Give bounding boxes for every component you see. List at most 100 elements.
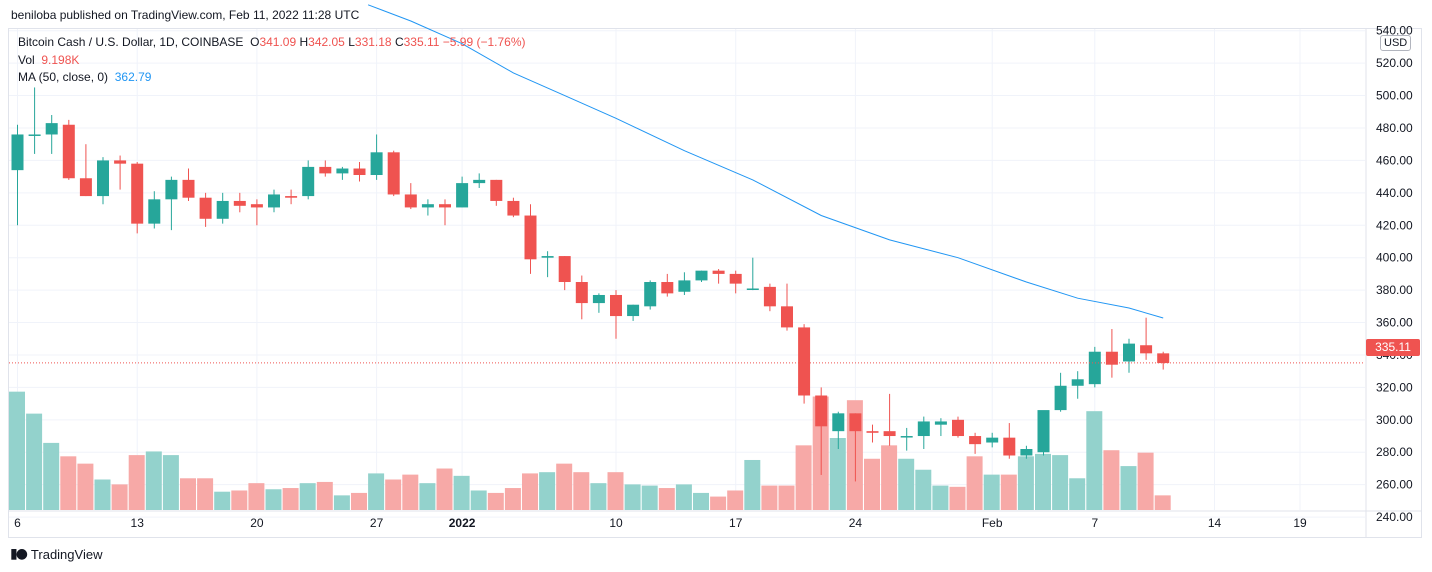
volume-bar — [94, 479, 111, 510]
candle-body — [746, 288, 759, 290]
candle-body — [1123, 343, 1135, 362]
candle — [849, 413, 862, 482]
candle — [746, 257, 759, 291]
candle-body — [62, 124, 75, 179]
candle-body — [644, 282, 657, 307]
candle — [1123, 338, 1135, 373]
candle — [1105, 329, 1118, 378]
volume-bar — [180, 478, 196, 510]
candle-body — [285, 196, 298, 198]
volume-bar — [829, 438, 846, 510]
volume-bar — [949, 486, 966, 510]
volume-bar — [727, 490, 744, 510]
volume-bar — [231, 490, 248, 510]
candle-body — [490, 179, 503, 201]
chart-frame[interactable] — [8, 28, 1422, 538]
volume-bar — [675, 484, 692, 510]
candle-body — [1157, 353, 1170, 364]
candle-body — [798, 327, 811, 396]
volume-bar — [932, 485, 949, 510]
change-value: −5.99 (−1.76%) — [442, 35, 526, 49]
candle-body — [917, 421, 930, 437]
candle-body — [421, 204, 434, 208]
volume-bar — [265, 489, 282, 510]
candle — [439, 199, 451, 226]
candle — [729, 270, 742, 294]
candle-body — [815, 395, 828, 427]
candle — [1054, 372, 1067, 412]
time-tick-label: 20 — [250, 516, 264, 530]
candle — [558, 256, 571, 291]
volume-bar — [111, 484, 128, 510]
candle — [883, 393, 896, 446]
candle — [182, 168, 195, 201]
candle-body — [678, 280, 691, 292]
ohlc-legend: Bitcoin Cash / U.S. Dollar, 1D, COINBASE… — [18, 35, 526, 49]
volume-bar — [299, 483, 316, 510]
brand-name: TradingView — [30, 546, 103, 562]
time-tick-label: 13 — [131, 516, 145, 530]
candle-body — [114, 160, 127, 164]
candle — [387, 150, 400, 197]
tradingview-logo[interactable]: ▮● TradingView — [10, 546, 102, 562]
volume-bar — [761, 485, 778, 510]
volume-legend: Vol 9.198K — [18, 53, 79, 67]
candle-body — [1037, 410, 1050, 453]
candle-body — [969, 436, 982, 445]
candle-body — [370, 152, 383, 176]
volume-bar — [248, 483, 265, 510]
price-tick-label: 300.00 — [1376, 413, 1413, 427]
candle — [917, 416, 930, 450]
symbol-title: Bitcoin Cash / U.S. Dollar, 1D, COINBASE — [18, 35, 244, 49]
candle-body — [404, 194, 417, 208]
volume-bar — [162, 455, 179, 510]
volume-bar — [214, 491, 231, 510]
volume-bar — [607, 472, 624, 510]
candle — [1003, 423, 1016, 459]
ma-line — [367, 4, 1164, 319]
volume-bar — [9, 391, 25, 510]
close-label: C — [394, 35, 404, 49]
price-tick-label: 260.00 — [1376, 478, 1413, 492]
volume-bar — [470, 490, 487, 510]
volume-label: Vol — [18, 53, 35, 67]
candle-body — [712, 270, 725, 274]
candle — [592, 293, 605, 313]
price-tick-label: 500.00 — [1376, 89, 1413, 103]
volume-bar — [60, 456, 77, 510]
candle — [1140, 317, 1153, 360]
candle-body — [883, 431, 896, 437]
candle-body — [28, 134, 41, 136]
candle — [490, 179, 503, 206]
volume-bar — [556, 463, 573, 510]
volume-bar — [436, 468, 453, 510]
volume-bar — [351, 492, 367, 510]
volume-bar — [1086, 411, 1103, 510]
candle — [507, 197, 520, 218]
time-tick-label: 24 — [849, 516, 863, 530]
candle — [1037, 410, 1050, 456]
candle — [712, 269, 725, 284]
candle — [1020, 445, 1033, 459]
volume-bar — [590, 483, 607, 510]
candle-body — [849, 413, 862, 432]
currency-button[interactable]: USD — [1380, 35, 1412, 51]
candle — [678, 272, 691, 295]
candle — [131, 162, 144, 234]
volume-bar — [641, 485, 658, 510]
volume-bar — [1154, 495, 1171, 510]
volume-bar — [368, 473, 385, 510]
time-tick-label: 14 — [1208, 516, 1222, 530]
volume-bar — [1069, 478, 1086, 510]
candle-body — [661, 282, 674, 294]
candle-body — [558, 256, 571, 283]
candle — [952, 416, 964, 438]
price-tick-label: 420.00 — [1376, 218, 1413, 232]
candle-body — [832, 413, 845, 432]
candle-body — [575, 282, 588, 304]
candle — [1157, 351, 1170, 370]
volume-bar — [282, 488, 299, 510]
candle — [28, 87, 41, 154]
candle — [900, 427, 913, 451]
